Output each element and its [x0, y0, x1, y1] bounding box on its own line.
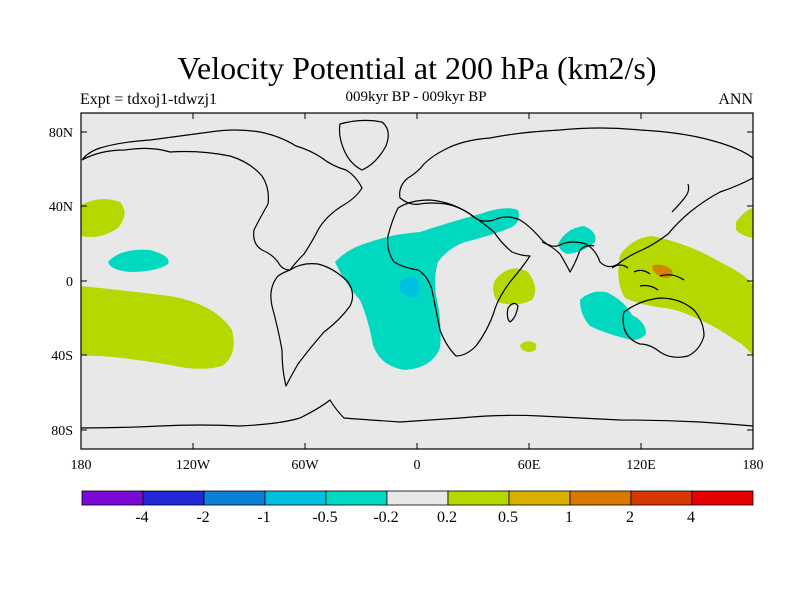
- coast-maritime: [611, 264, 685, 291]
- y-tick-label-0: 0: [66, 275, 73, 290]
- y-tick-label-80n: 80N: [49, 126, 73, 141]
- coast-greenland: [338, 119, 389, 171]
- colorbar-boxes: [81, 490, 754, 506]
- colorbar-box: [508, 490, 571, 506]
- colorbar-box: [447, 490, 510, 506]
- x-tick-label-60e: 60E: [518, 458, 541, 473]
- colorbar-box: [325, 490, 388, 506]
- experiment-label: Expt = tdxoj1-tdwzj1: [80, 91, 218, 108]
- positive-region-south-pacific: [81, 286, 234, 369]
- colorbar-box: [142, 490, 205, 506]
- colorbar-box: [264, 490, 327, 506]
- coast-madagascar: [506, 302, 519, 323]
- coastlines: [80, 119, 754, 429]
- x-tick-marks: [80, 113, 754, 449]
- coast-eurasia: [399, 127, 754, 268]
- colorbar-label: 4: [687, 509, 695, 526]
- colorbar-box: [81, 490, 144, 506]
- colorbar-label: -1: [257, 509, 270, 526]
- chart-subtitle: 009kyr BP - 009kyr BP: [345, 89, 487, 105]
- coast-india: [541, 241, 595, 273]
- colorbar-label: 1: [565, 509, 573, 526]
- season-label: ANN: [718, 91, 753, 108]
- colorbar-box: [691, 490, 754, 506]
- y-tick-label-40s: 40S: [51, 349, 73, 364]
- colorbar-label: -2: [196, 509, 209, 526]
- y-tick-label-40n: 40N: [49, 200, 73, 215]
- chart-title: Velocity Potential at 200 hPa (km2/s): [177, 50, 657, 86]
- colorbar-box: [386, 490, 449, 506]
- colorbar-label: 0.5: [498, 509, 518, 526]
- x-tick-label-180e: 180: [743, 458, 764, 473]
- colorbar-box: [203, 490, 266, 506]
- colorbar-labels: -4 -2 -1 -0.5 -0.2 0.2 0.5 1 2 4: [135, 509, 695, 526]
- coast-australia: [622, 297, 705, 358]
- colorbar-label: 2: [626, 509, 634, 526]
- colorbar-box: [630, 490, 693, 506]
- colorbar-label: -4: [135, 509, 148, 526]
- y-tick-marks: [81, 131, 753, 431]
- coast-antarctica: [80, 399, 754, 429]
- colorbar: -4 -2 -1 -0.5 -0.2 0.2 0.5 1 2 4: [81, 490, 754, 526]
- x-tick-label-0: 0: [414, 458, 421, 473]
- negative-region-west-australia: [580, 291, 646, 340]
- negative-region-arabian-sea: [558, 226, 596, 254]
- colorbar-label: -0.5: [312, 509, 337, 526]
- positive-region-north-pacific: [81, 199, 125, 237]
- positive-region-east-africa: [493, 268, 536, 305]
- x-tick-label-120w: 120W: [176, 458, 211, 473]
- deeper-negative-congo: [400, 277, 420, 297]
- coast-south-america: [270, 263, 354, 387]
- negative-region-central-pacific: [108, 249, 169, 272]
- coast-japan: [671, 183, 690, 213]
- x-tick-label-60w: 60W: [291, 458, 319, 473]
- negative-region-atlantic-africa: [335, 208, 519, 370]
- x-tick-label-180w: 180: [71, 458, 92, 473]
- coast-africa: [387, 199, 531, 357]
- y-tick-label-80s: 80S: [51, 424, 73, 439]
- x-tick-label-120e: 120E: [626, 458, 656, 473]
- colorbar-box: [569, 490, 632, 506]
- anomaly-fills: [81, 199, 753, 370]
- colorbar-label: 0.2: [437, 509, 457, 526]
- positive-region-south-indian: [520, 341, 537, 352]
- colorbar-label: -0.2: [373, 509, 398, 526]
- positive-region-dateline-north: [736, 208, 753, 238]
- coast-north-america: [81, 129, 363, 271]
